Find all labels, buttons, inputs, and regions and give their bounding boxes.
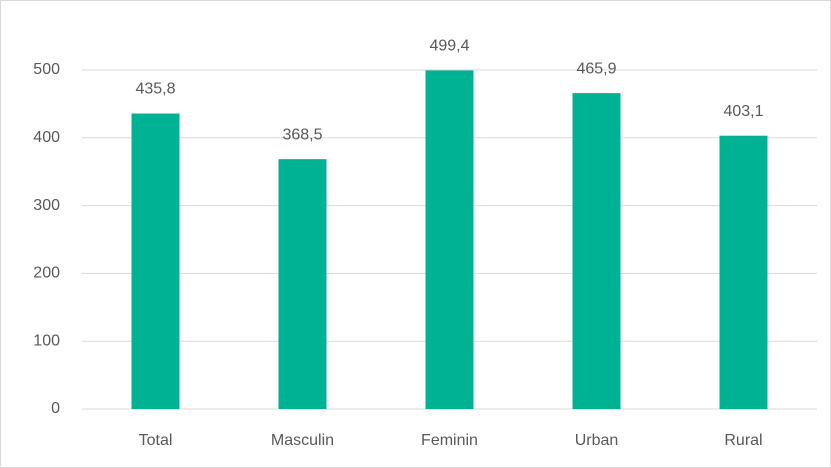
- bar: [131, 113, 180, 410]
- y-tick-label: 300: [33, 197, 60, 214]
- y-tick-label: 0: [51, 400, 60, 417]
- bar: [572, 93, 621, 409]
- y-tick-label: 500: [33, 61, 60, 78]
- bar: [425, 70, 474, 409]
- data-label: 368,5: [282, 126, 322, 143]
- data-label: 435,8: [135, 81, 175, 98]
- data-label: 499,4: [429, 38, 469, 55]
- bar: [719, 135, 768, 410]
- y-tick-label: 200: [33, 265, 60, 282]
- x-tick-label: Urban: [575, 432, 619, 449]
- y-tick-label: 100: [33, 332, 60, 349]
- y-tick-label: 400: [33, 129, 60, 146]
- x-tick-label: Masculin: [271, 432, 334, 449]
- x-tick-label: Rural: [724, 432, 762, 449]
- bar: [278, 159, 327, 409]
- data-label: 465,9: [576, 60, 616, 77]
- x-tick-label: Feminin: [421, 432, 478, 449]
- x-tick-label: Total: [139, 432, 173, 449]
- data-label: 403,1: [723, 103, 763, 120]
